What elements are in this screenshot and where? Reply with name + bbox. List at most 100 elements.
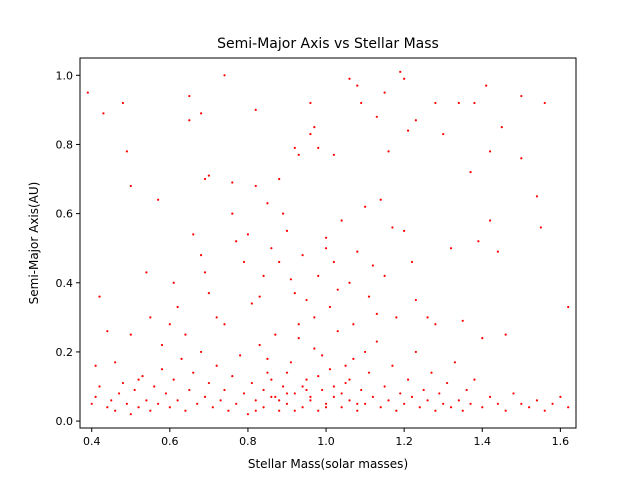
data-point	[270, 395, 273, 398]
data-point	[121, 381, 125, 385]
data-point	[430, 371, 433, 374]
data-point	[453, 361, 457, 364]
data-point	[485, 84, 488, 87]
data-point	[262, 406, 265, 409]
data-point	[184, 409, 187, 412]
data-point	[403, 77, 406, 80]
data-point	[375, 115, 378, 118]
data-point	[121, 101, 125, 105]
data-point	[399, 392, 402, 395]
data-point	[188, 388, 191, 392]
data-point	[336, 330, 339, 333]
data-point	[192, 233, 195, 236]
data-point	[332, 395, 335, 398]
data-point	[364, 205, 367, 208]
data-point	[535, 195, 539, 198]
data-point	[309, 395, 312, 398]
data-point	[281, 212, 285, 215]
data-point	[473, 378, 476, 381]
data-point	[418, 406, 421, 409]
data-point	[157, 402, 160, 405]
data-point	[383, 274, 386, 277]
data-point	[94, 364, 97, 367]
data-point	[215, 364, 218, 367]
data-point	[137, 378, 140, 381]
data-point	[278, 260, 281, 264]
data-point	[313, 126, 316, 129]
data-point	[239, 354, 242, 357]
data-point	[410, 395, 414, 398]
data-point	[297, 153, 300, 156]
data-point	[266, 371, 269, 374]
data-point	[305, 378, 308, 381]
data-point	[321, 388, 324, 392]
data-point	[106, 330, 109, 333]
data-point	[344, 364, 347, 367]
data-point	[442, 402, 445, 405]
y-tick-label: 0.6	[56, 208, 74, 221]
data-point	[86, 91, 89, 94]
data-point	[469, 402, 472, 405]
y-tick-label: 0.8	[56, 138, 74, 151]
x-tick-label: 0.4	[83, 435, 101, 448]
data-point	[344, 381, 347, 385]
data-point	[254, 409, 257, 412]
data-point	[379, 406, 382, 409]
data-point	[356, 402, 359, 405]
data-point	[567, 406, 570, 409]
data-point	[231, 375, 234, 378]
data-point	[129, 184, 132, 188]
data-point	[223, 388, 226, 392]
data-point	[317, 375, 320, 378]
data-point	[297, 336, 300, 340]
data-point	[153, 385, 156, 388]
data-point	[203, 177, 207, 181]
plot-frame	[79, 57, 577, 429]
data-point	[371, 395, 375, 398]
data-point	[180, 357, 183, 360]
data-point	[270, 247, 273, 250]
data-point	[246, 233, 250, 236]
data-point	[285, 402, 289, 405]
data-point	[223, 74, 226, 77]
data-point	[266, 202, 269, 205]
data-point	[375, 312, 378, 315]
data-point	[383, 91, 386, 94]
data-point	[324, 402, 328, 405]
data-point	[172, 281, 175, 284]
data-point	[488, 150, 492, 153]
data-point	[289, 361, 292, 364]
data-point	[496, 250, 499, 253]
y-tick-label: 0.0	[56, 415, 74, 428]
data-point	[196, 402, 199, 405]
data-point	[211, 406, 214, 409]
data-point	[281, 385, 285, 388]
data-point	[328, 368, 332, 371]
data-point	[242, 260, 246, 264]
data-point	[367, 295, 371, 298]
data-point	[414, 119, 417, 122]
data-point	[301, 254, 304, 257]
data-point	[188, 94, 191, 98]
data-point	[305, 388, 308, 392]
data-point	[457, 101, 460, 105]
data-point	[262, 274, 265, 277]
data-point	[145, 271, 148, 274]
data-point	[164, 392, 168, 395]
data-point	[391, 226, 394, 229]
data-point	[168, 323, 171, 326]
data-point	[403, 402, 406, 405]
data-point	[199, 254, 203, 257]
data-point	[203, 271, 207, 274]
data-point	[289, 278, 292, 281]
data-point	[313, 316, 316, 319]
data-point	[145, 399, 148, 402]
data-point	[125, 402, 128, 405]
data-point	[481, 336, 484, 340]
data-point	[285, 392, 289, 395]
data-point	[317, 274, 320, 277]
data-point	[223, 323, 226, 326]
x-axis-label: Stellar Mass(solar masses)	[248, 457, 408, 471]
data-point	[188, 119, 191, 122]
